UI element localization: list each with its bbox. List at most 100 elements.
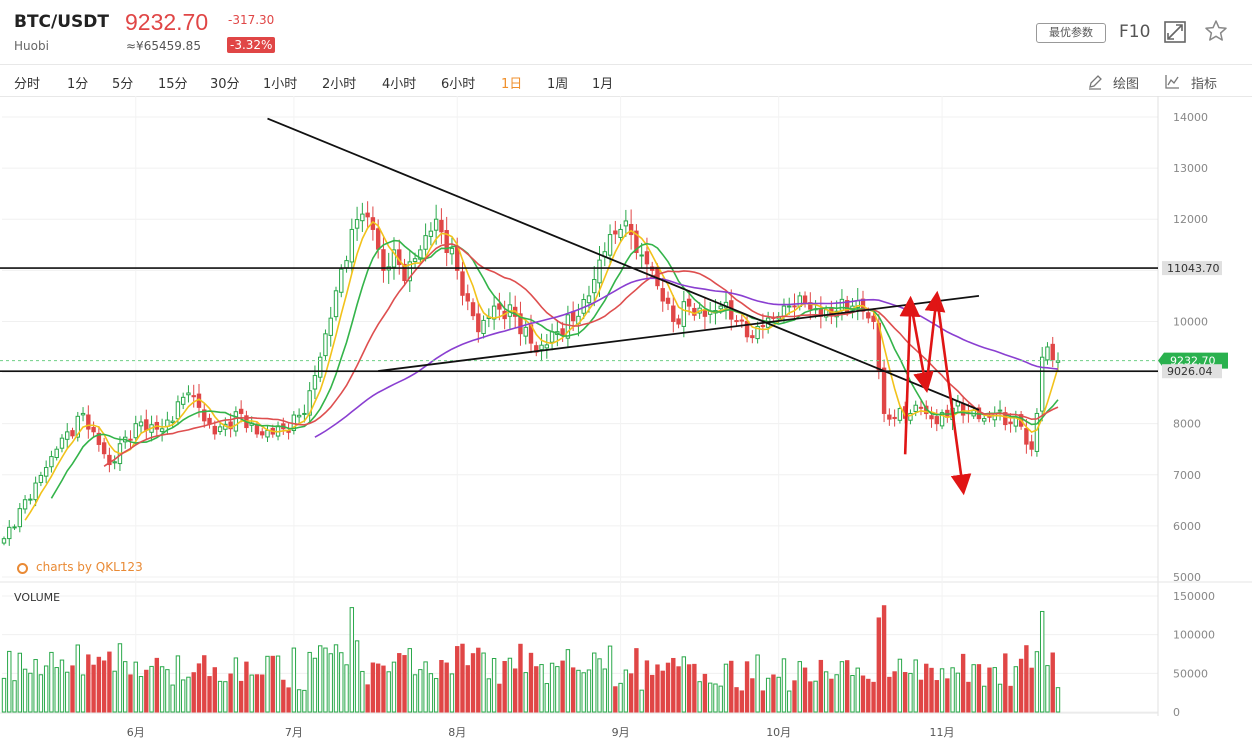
candle-body [323, 333, 328, 357]
watermark-text: charts by QKL123 [36, 560, 143, 574]
volume-bar [544, 683, 550, 713]
indicator-button[interactable]: 指标 [1191, 77, 1218, 92]
candle-body [476, 313, 481, 333]
optimal-params-button[interactable]: 最优参数 [1036, 23, 1106, 43]
candle-body [787, 305, 792, 308]
candle-body [375, 228, 381, 250]
volume-bar [381, 665, 386, 713]
price-tick-label-4: 10000 [1173, 315, 1208, 328]
volume-bar [581, 672, 586, 713]
candle-body [560, 328, 565, 336]
volume-bar [892, 671, 897, 713]
volume-bar [966, 681, 971, 713]
candle-body [681, 301, 687, 327]
volume-bar [976, 664, 982, 713]
prediction-arrow-0 [899, 295, 921, 455]
candle-body [186, 392, 191, 396]
volume-bar [149, 665, 154, 713]
f10-button[interactable]: F10 [1119, 22, 1151, 42]
candle-body [144, 419, 149, 431]
prediction-arrow-1 [909, 300, 934, 394]
volume-bar [560, 660, 565, 713]
tab-timeframe-11[interactable]: 1月 [592, 77, 614, 92]
candle-body [760, 325, 766, 328]
volume-bar [1, 677, 7, 713]
candle-body [381, 249, 386, 271]
price-tick-label-8: 6000 [1173, 520, 1201, 533]
volume-bar [449, 673, 455, 713]
volume-bar [697, 681, 702, 713]
candle-body [544, 344, 550, 349]
tab-timeframe-4[interactable]: 30分 [210, 77, 240, 92]
fullscreen-icon[interactable] [1164, 21, 1186, 43]
candle-body [65, 431, 70, 440]
tab-timeframe-2[interactable]: 5分 [112, 77, 134, 92]
candle-body [33, 482, 38, 501]
volume-bar [692, 663, 697, 713]
volume-bar [1034, 651, 1040, 713]
candle-body [613, 230, 618, 235]
volume-bar [249, 674, 254, 713]
price-tag-bg-0 [1162, 261, 1222, 276]
volume-bar [1055, 687, 1061, 713]
volume-bar [565, 649, 571, 713]
volume-bar [713, 683, 718, 713]
candle-body [734, 320, 739, 323]
candlestick-chart[interactable]: 1400013000120001100010000900080007000600… [0, 96, 1252, 753]
tab-timeframe-5[interactable]: 1小时 [263, 77, 298, 92]
tab-timeframe-6[interactable]: 2小时 [322, 77, 357, 92]
candle-body [307, 390, 312, 416]
volume-bar [12, 680, 17, 713]
volume-bar [59, 659, 65, 713]
candle-body [228, 421, 233, 430]
candle-body [1, 538, 7, 544]
volume-bar [507, 657, 513, 713]
favorite-star-icon[interactable] [1204, 19, 1228, 43]
price-tag-label-2: 9026.04 [1167, 365, 1213, 378]
volume-bar [65, 671, 70, 713]
candle-body [70, 430, 75, 437]
candle-body [428, 230, 434, 237]
candle-body [233, 411, 239, 432]
tab-timeframe-1[interactable]: 1分 [67, 77, 89, 92]
candle-body [918, 406, 924, 409]
tab-timeframe-7[interactable]: 4小时 [382, 77, 417, 92]
volume-bar [1050, 652, 1055, 713]
volume-bar [528, 652, 534, 713]
candle-body [597, 259, 602, 284]
volume-bar [939, 668, 945, 713]
candle-body [175, 401, 181, 420]
candle-body [80, 412, 86, 416]
volume-bar [460, 643, 465, 713]
tab-timeframe-9[interactable]: 1日 [501, 77, 523, 92]
candle-body [260, 431, 265, 436]
candle-body [592, 279, 597, 294]
tab-timeframe-8[interactable]: 6小时 [441, 77, 476, 92]
volume-bar [960, 653, 966, 713]
candle-body [354, 219, 360, 229]
tab-timeframe-0[interactable]: 分时 [14, 77, 41, 92]
volume-bar [365, 684, 370, 713]
volume-bar [602, 668, 607, 713]
candle-body [391, 249, 397, 268]
volume-bar [523, 672, 528, 713]
volume-bar [934, 680, 939, 713]
volume-tick-label-1: 100000 [1173, 629, 1215, 642]
candle-body [1039, 356, 1045, 412]
tab-timeframe-10[interactable]: 1周 [547, 77, 569, 92]
indicator-chart-icon[interactable] [1164, 74, 1180, 90]
volume-bar [866, 678, 871, 713]
candle-body [128, 438, 133, 441]
volume-bar [607, 645, 613, 713]
tab-timeframe-3[interactable]: 15分 [158, 77, 188, 92]
volume-bar [291, 647, 297, 713]
x-tick-label-2: 8月 [448, 726, 466, 739]
volume-bar [586, 669, 592, 713]
draw-tool-button[interactable]: 绘图 [1113, 77, 1140, 92]
volume-bar [781, 658, 787, 713]
volume-bar [592, 652, 597, 713]
candle-body [296, 414, 302, 418]
candle-body [655, 266, 660, 287]
pencil-icon[interactable] [1087, 74, 1103, 90]
header: BTC/USDT Huobi 9232.70 ≈¥65459.85 -317.3… [0, 0, 1252, 64]
